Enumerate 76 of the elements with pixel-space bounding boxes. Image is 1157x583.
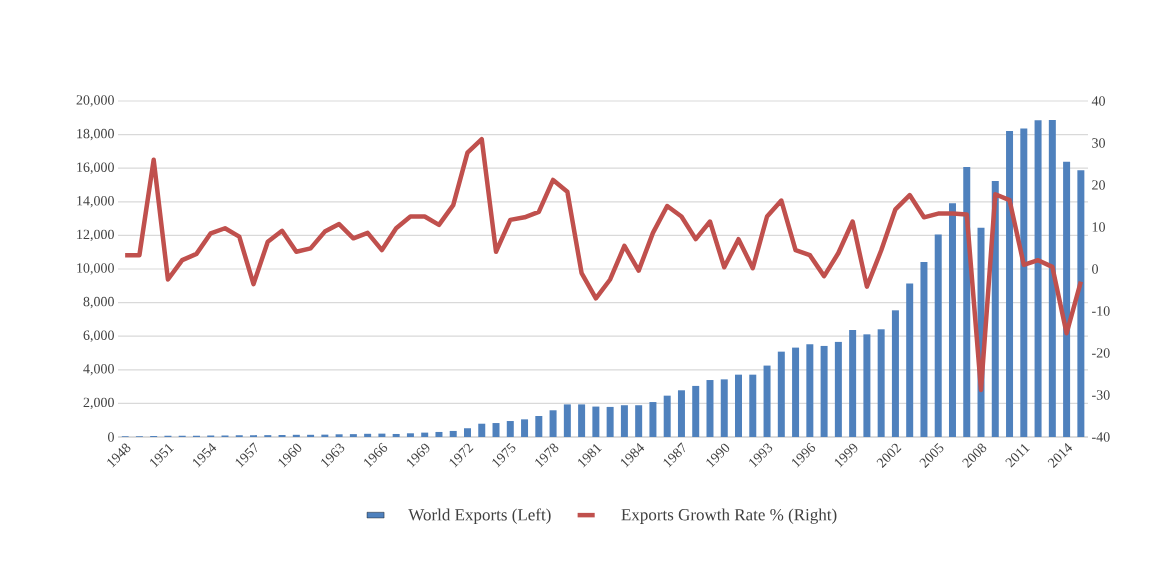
bar [449, 430, 457, 437]
y2-tick-label: -20 [1092, 348, 1110, 358]
bar [877, 329, 885, 437]
y2-tick-label: 10 [1092, 222, 1105, 232]
bar [806, 344, 814, 437]
bar [478, 423, 486, 437]
bar [349, 434, 357, 437]
bar [906, 283, 914, 437]
y2-tick-label: -40 [1092, 432, 1110, 442]
bar [920, 261, 928, 437]
bar [948, 203, 956, 437]
bar [692, 385, 700, 437]
bar [749, 374, 757, 437]
bar [1034, 120, 1042, 437]
y2-tick-label: 40 [1091, 96, 1105, 106]
y-tick-label: 10,000 [77, 263, 114, 275]
y-tick-label: 18,000 [77, 128, 114, 141]
bar [763, 365, 771, 437]
bar [278, 434, 286, 437]
bar [563, 404, 571, 437]
bar [663, 395, 671, 437]
bar [820, 345, 828, 437]
bar [792, 347, 800, 437]
bar [1077, 170, 1085, 437]
legend-label: World Exports (Left) [408, 508, 551, 524]
y2-tick-label: -10 [1092, 306, 1110, 316]
bar [777, 351, 785, 437]
y2-tick-label: 20 [1092, 180, 1105, 190]
bar [364, 433, 372, 437]
bar [406, 433, 414, 437]
bar [849, 329, 857, 437]
bar [335, 434, 343, 437]
bar [492, 423, 500, 437]
bar [292, 434, 300, 437]
bar [435, 431, 443, 437]
y2-tick-label: -30 [1092, 390, 1110, 400]
legend-label: Exports Growth Rate % (Right) [621, 508, 837, 524]
y-tick-label: 8,000 [83, 296, 114, 309]
bar [891, 310, 899, 437]
bar [549, 410, 557, 437]
bar [649, 402, 657, 437]
line-series [122, 136, 1084, 393]
y-tick-label: 2,000 [83, 397, 114, 410]
y-tick-label: 12,000 [77, 229, 114, 242]
y-tick-label: 14,000 [77, 196, 114, 208]
bar [720, 379, 728, 437]
bar [934, 234, 942, 437]
y-tick-label: 16,000 [77, 162, 114, 174]
bar [706, 380, 714, 437]
bar [863, 334, 871, 437]
bar [421, 432, 429, 437]
y-tick-label: 4,000 [83, 364, 114, 376]
bar [578, 404, 586, 437]
bar [463, 428, 471, 437]
bar [677, 390, 685, 437]
bar [834, 341, 842, 437]
bar [635, 405, 643, 437]
y2-tick-label: 0 [1092, 264, 1098, 274]
y-tick-label: 20,000 [76, 95, 114, 107]
bar [1063, 161, 1071, 437]
bar [521, 419, 529, 437]
bar [1048, 119, 1056, 437]
y-tick-label: 6,000 [83, 330, 114, 342]
bar [963, 167, 971, 437]
bar [392, 433, 400, 437]
bar [620, 405, 628, 437]
bar [1006, 131, 1014, 437]
y2-tick-label: 30 [1092, 138, 1105, 148]
bar [535, 415, 543, 437]
bar [735, 374, 743, 437]
y-tick-label: 0 [108, 432, 114, 442]
bar [606, 406, 614, 437]
bar [307, 434, 315, 437]
bar [506, 421, 514, 437]
bar [592, 406, 600, 437]
bar [1020, 128, 1028, 437]
